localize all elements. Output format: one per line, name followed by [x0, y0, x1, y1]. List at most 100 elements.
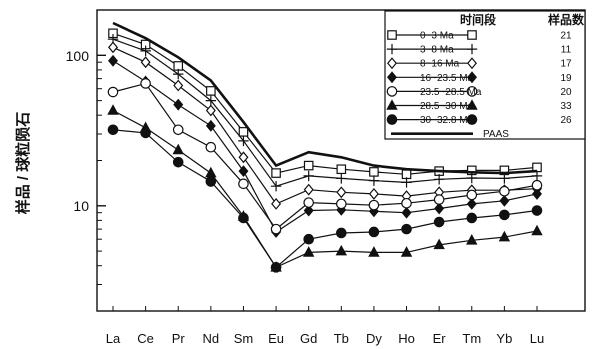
- data-point-1-7: [336, 173, 347, 184]
- legend-label: 23.5~28.5 Ma: [420, 87, 482, 98]
- legend-swatch-marker: [387, 30, 397, 40]
- data-point-4-3: [205, 141, 217, 153]
- data-point-6-6: [303, 233, 314, 245]
- data-point-6-10: [433, 216, 445, 228]
- legend: 时间段 样品数 0~3 Ma 213~8 Ma 118~16 Ma 1716~23.5…: [384, 10, 586, 140]
- data-point-1-8: [368, 175, 380, 186]
- data-point-6-7: [336, 227, 347, 239]
- legend-item-6: 30~32.8 Ma 26: [386, 114, 572, 126]
- data-point-5-0: [107, 104, 119, 115]
- legend-label: 3~8 Ma: [420, 45, 454, 56]
- x-tick-label-sm: Sm: [234, 331, 254, 346]
- legend-label: 28.5~30 Ma: [420, 101, 474, 112]
- data-point-1-1: [140, 45, 151, 57]
- data-point-0-5: [271, 168, 281, 178]
- data-point-5-12: [498, 230, 511, 242]
- data-point-4-0: [107, 86, 119, 98]
- legend-count: 17: [560, 59, 572, 70]
- x-tick-label-yb: Yb: [496, 331, 512, 346]
- data-point-6-4: [238, 212, 249, 224]
- x-tick-label-nd: Nd: [203, 331, 220, 346]
- legend-swatch-marker: [387, 57, 397, 70]
- data-point-3-6: [303, 204, 314, 217]
- data-point-1-6: [303, 170, 314, 182]
- data-point-5-9: [400, 246, 413, 257]
- series-6: [107, 124, 543, 273]
- data-point-0-7: [336, 164, 347, 175]
- data-point-0-8: [369, 167, 379, 177]
- data-point-1-4: [238, 135, 249, 147]
- legend-item-0: 0~3 Ma 21: [387, 30, 572, 42]
- data-point-6-5: [270, 262, 282, 273]
- data-point-1-9: [401, 177, 412, 188]
- data-point-2-8: [368, 187, 379, 200]
- data-point-0-9: [401, 169, 412, 180]
- series-line-0: [112, 32, 538, 175]
- data-point-1-2: [173, 68, 184, 80]
- data-point-6-12: [499, 209, 510, 221]
- data-point-6-3: [205, 176, 217, 187]
- data-point-5-7: [335, 244, 348, 256]
- data-point-4-1: [140, 78, 151, 89]
- data-point-5-11: [466, 234, 478, 245]
- legend-swatch-marker: [466, 114, 478, 125]
- data-point-3-11: [466, 197, 477, 210]
- legend-label: 16~23.5 Ma: [420, 73, 474, 84]
- legend-count: 11: [561, 45, 572, 56]
- legend-items: 0~3 Ma 21 3~8 Ma 11 8~16 Ma 17 16~23.5 Ma 19 23.…: [386, 30, 572, 140]
- series-line-3: [112, 60, 538, 233]
- legend-item-4: 23.5~28.5 Ma 20: [386, 86, 572, 98]
- data-point-2-7: [336, 186, 347, 199]
- data-point-1-10: [433, 174, 445, 185]
- legend-swatch-marker: [387, 71, 397, 84]
- series-line-2: [112, 46, 538, 205]
- x-tick-label-eu: Eu: [268, 331, 284, 346]
- data-point-4-5: [270, 223, 282, 235]
- y-axis-ticks: [97, 9, 538, 312]
- series-line-7: [112, 21, 538, 175]
- legend-swatch-marker: [466, 43, 478, 55]
- series-line-1: [112, 38, 538, 187]
- legend-count: 20: [560, 87, 572, 98]
- data-point-3-0: [108, 54, 118, 67]
- legend-swatch-marker: [467, 71, 477, 84]
- data-point-3-9: [401, 206, 412, 219]
- data-point-3-2: [173, 98, 184, 111]
- data-point-2-5: [271, 197, 282, 210]
- x-tick-label-tb: Tb: [334, 331, 349, 346]
- y-tick-label-100: 100: [66, 48, 90, 64]
- legend-swatch-marker: [386, 43, 398, 55]
- data-point-4-8: [368, 199, 380, 211]
- legend-swatch-marker: [466, 99, 478, 110]
- data-point-4-6: [303, 197, 314, 208]
- series-4: [107, 78, 543, 235]
- data-point-0-3: [206, 86, 216, 96]
- data-point-3-13: [532, 187, 542, 200]
- x-tick-label-er: Er: [433, 331, 447, 346]
- data-point-2-3: [205, 104, 216, 117]
- data-point-4-7: [336, 198, 347, 210]
- y-tick-label-10: 10: [73, 198, 89, 214]
- legend-label: PAAS: [483, 129, 509, 140]
- data-point-6-9: [401, 223, 412, 235]
- legend-header-period: 时间段: [460, 12, 497, 27]
- legend-label: 0~3 Ma: [420, 31, 454, 42]
- data-point-2-6: [303, 183, 314, 196]
- data-point-5-3: [205, 166, 217, 178]
- legend-swatch-marker: [467, 57, 477, 70]
- legend-swatch-marker: [386, 99, 398, 110]
- series-7: [112, 21, 538, 175]
- x-axis-categories: La Ce Pr Nd Sm Eu Gd Tb Dy Ho Er Tm Yb Lu: [106, 331, 544, 346]
- data-point-4-10: [433, 194, 445, 205]
- legend-count: 26: [560, 115, 572, 126]
- data-point-4-11: [466, 189, 478, 201]
- data-point-5-10: [433, 238, 445, 250]
- data-point-4-4: [238, 178, 249, 190]
- data-point-5-2: [172, 143, 184, 155]
- x-tick-label-gd: Gd: [300, 331, 317, 346]
- series-group: [107, 21, 543, 273]
- legend-label: 30~32.8 Ma: [420, 115, 474, 126]
- data-point-6-8: [368, 226, 380, 238]
- x-tick-label-lu: Lu: [530, 331, 544, 346]
